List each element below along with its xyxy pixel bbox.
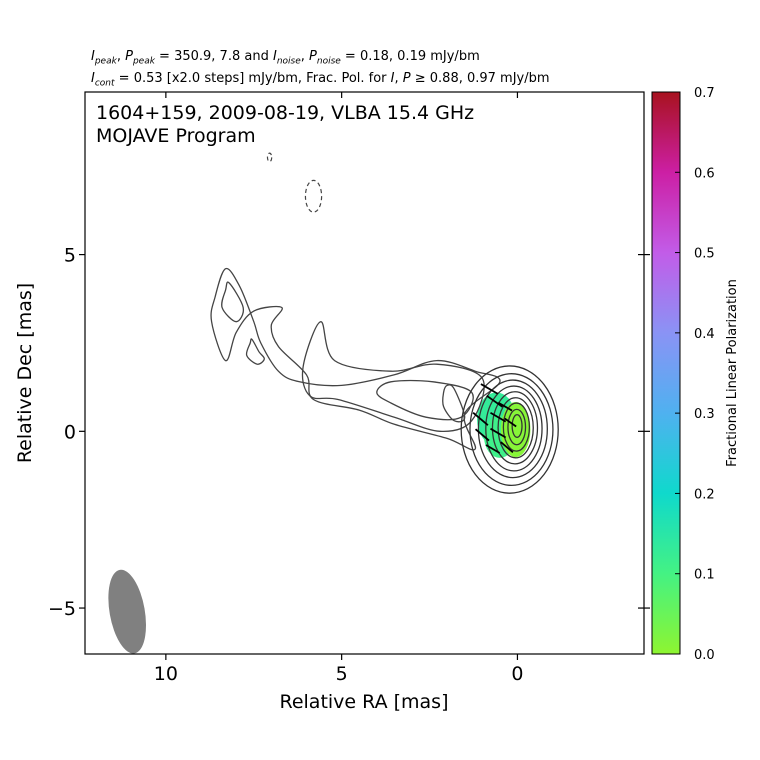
restoring-beam [108, 569, 147, 654]
header-line-2: Icont = 0.53 [x2.0 steps] mJy/bm, Frac. … [91, 71, 550, 89]
header-line-2-part-0: I [91, 71, 95, 86]
evpa-vector [490, 427, 507, 439]
header-line-1-part-1: peak [94, 56, 117, 67]
evpa-vector [497, 401, 513, 412]
header-line-1: Ipeak, Ppeak = 350.9, 7.8 and Inoise, Pn… [91, 49, 480, 67]
core-contour [460, 365, 559, 494]
header-line-1-part-10: noise [316, 56, 341, 67]
colorbar-tick-label: 0.4 [694, 327, 715, 342]
core-contour [477, 379, 548, 479]
evpa-vector [472, 412, 489, 426]
jet-contour [245, 338, 265, 365]
core-contour [502, 402, 531, 452]
jet-contour [301, 321, 485, 433]
evpa-vector [485, 444, 501, 454]
x-axis-label: Relative RA [mas] [279, 691, 448, 713]
x-tick-label: 5 [336, 663, 348, 685]
x-tick-label: 0 [511, 663, 523, 685]
colorbar-tick-label: 0.1 [694, 568, 715, 583]
header-line-1-part-11: = 0.18, 0.19 mJy/bm [340, 49, 480, 64]
header-line-1-part-5: = 350.9, 7.8 and [154, 49, 273, 64]
core-contour [491, 391, 539, 465]
plot-frame [84, 91, 645, 655]
evpa-vector [504, 417, 517, 428]
colorbar-tick-label: 0.7 [694, 86, 715, 101]
header-line-2-part-6: ≥ 0.88, 0.97 mJy/bm [410, 71, 550, 86]
evpa-vector [500, 441, 514, 454]
core-contour [469, 373, 554, 487]
header-line-1-part-0: I [91, 49, 95, 64]
colorbar-tick-label: 0.2 [694, 487, 715, 502]
y-tick-label: −5 [48, 598, 76, 620]
header-line-1-part-2: , [116, 49, 126, 64]
x-tick-label: 10 [154, 663, 178, 685]
colorbar-tick-label: 0.0 [694, 648, 715, 663]
colorbar-tick-label: 0.6 [694, 166, 715, 181]
core-contour [507, 408, 527, 446]
header-line-1-part-3: P [125, 49, 133, 64]
header-line-2-part-4: , [394, 71, 403, 86]
evpa-vector [490, 411, 507, 423]
jet-contour [442, 384, 466, 423]
core-contour [511, 414, 523, 438]
evpa-vector [486, 394, 504, 408]
header-line-2-part-5: P [402, 71, 411, 86]
negative-contour [304, 179, 323, 213]
header-line-1-part-7: noise [276, 56, 301, 67]
y-axis-label: Relative Dec [mas] [14, 283, 36, 463]
header-line-1-part-9: P [309, 49, 317, 64]
y-tick-label: 5 [64, 245, 76, 267]
header-line-1-part-6: I [272, 49, 277, 64]
evpa-vector [474, 428, 490, 442]
y-tick-label: 0 [64, 421, 76, 443]
header-line-2-part-2: = 0.53 [x2.0 steps] mJy/bm, Frac. Pol. f… [114, 71, 391, 86]
colorbar [651, 91, 681, 655]
negative-contour [266, 152, 273, 163]
header-line-1-part-8: , [300, 49, 310, 64]
core-contour [485, 385, 543, 472]
evpa-vector [480, 383, 499, 395]
jet-contour [210, 267, 501, 451]
core-contour [497, 397, 534, 459]
jet-contour [221, 281, 245, 323]
chart-title-line2: MOJAVE Program [96, 125, 256, 147]
header-line-2-part-3: I [390, 71, 395, 86]
colorbar-label: Fractional Linear Polarization [725, 279, 740, 467]
colorbar-tick-label: 0.5 [694, 247, 715, 262]
jet-contour [376, 379, 474, 421]
chart-title-line1: 1604+159, 2009-08-19, VLBA 15.4 GHz [96, 102, 474, 124]
header-line-2-part-1: cont [94, 78, 115, 89]
colorbar-tick-label: 0.3 [694, 407, 715, 422]
header-line-1-part-4: peak [132, 56, 155, 67]
